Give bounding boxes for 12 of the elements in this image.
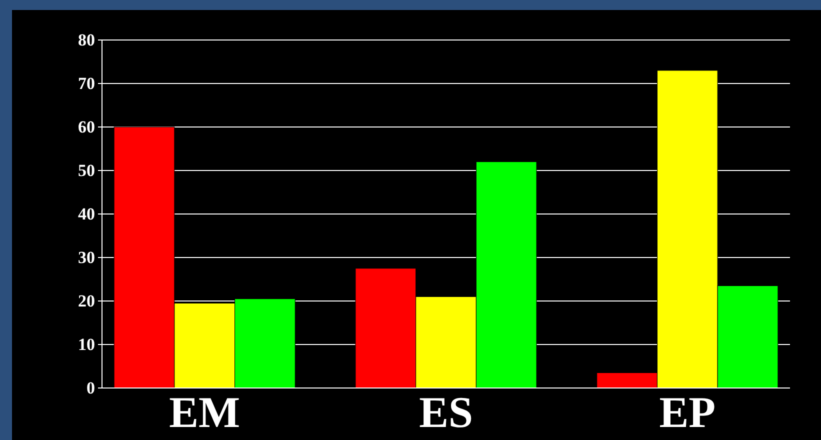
y-tick-label: 40 [78,204,95,224]
x-tick-label: ES [419,388,473,438]
x-tick-label: EP [659,388,716,438]
y-tick-label: 70 [78,74,95,93]
y-tick-label: 60 [78,117,95,136]
y-tick-label: 20 [78,291,95,310]
y-tick-label: 30 [78,248,95,267]
y-tick-label: 80 [78,30,95,50]
y-tick-label: 10 [78,334,95,354]
y-tick-label: 0 [86,378,95,398]
y-tick-label: 50 [78,160,95,180]
x-tick-label: EM [169,388,240,438]
